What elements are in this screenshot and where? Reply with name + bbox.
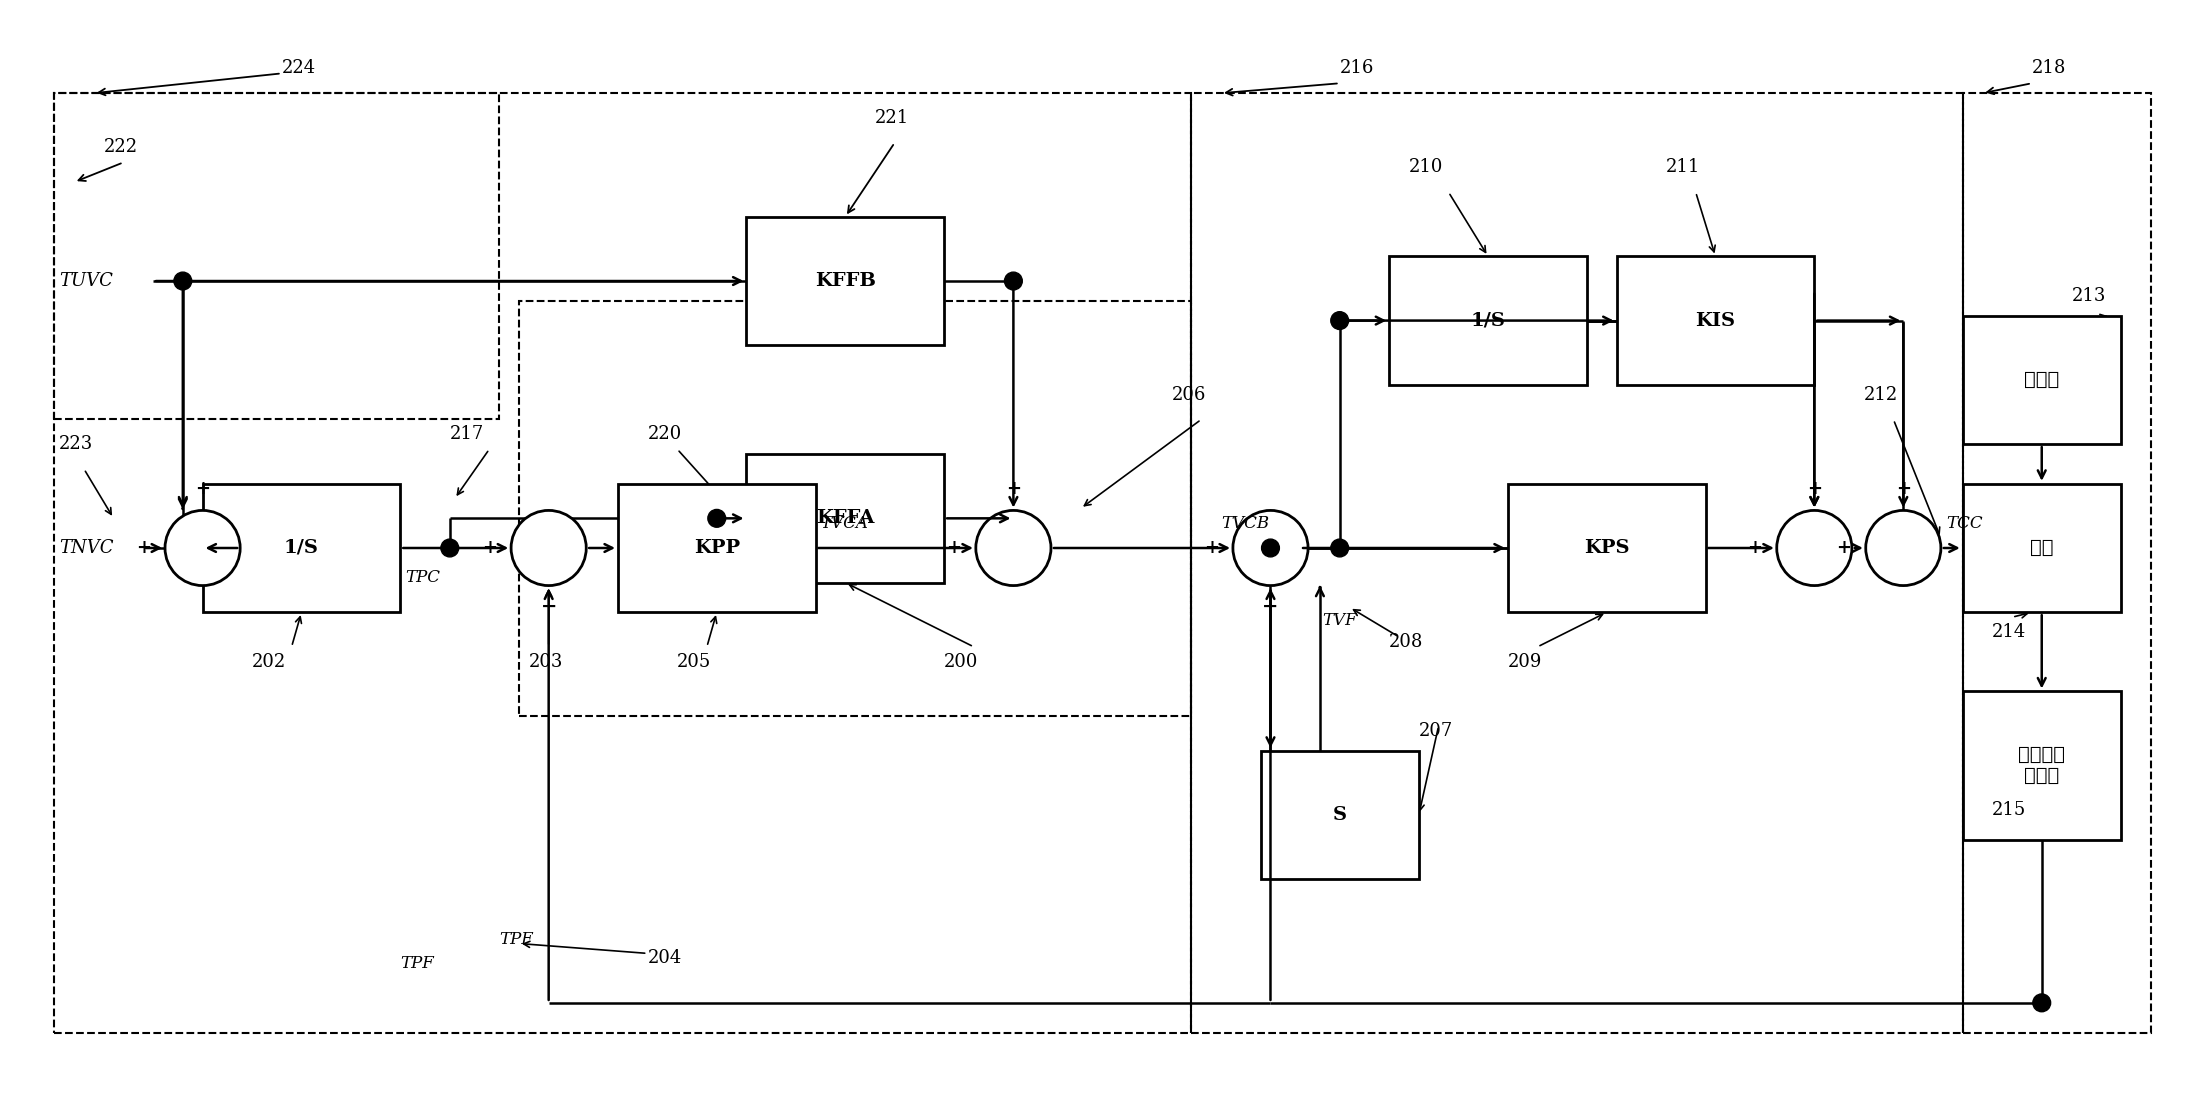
Circle shape (175, 272, 192, 290)
Text: −: − (1263, 598, 1278, 616)
Text: 1/S: 1/S (1471, 311, 1505, 330)
Text: 212: 212 (1864, 386, 1899, 403)
Text: 210: 210 (1409, 158, 1444, 176)
Circle shape (511, 511, 586, 585)
Text: KFFB: KFFB (815, 272, 876, 290)
Text: +: + (946, 539, 961, 557)
Text: −: − (540, 598, 557, 616)
Text: TPF: TPF (400, 955, 435, 972)
Circle shape (977, 511, 1051, 585)
Bar (747, 217, 944, 345)
Text: +: + (1807, 480, 1822, 498)
Text: +: + (1748, 539, 1763, 557)
Text: TUVC: TUVC (59, 272, 114, 290)
Circle shape (441, 539, 459, 557)
Text: TNVC: TNVC (59, 539, 114, 557)
Text: KFFA: KFFA (817, 510, 874, 527)
Bar (203, 483, 400, 613)
Text: 211: 211 (1665, 158, 1700, 176)
Text: +: + (1204, 539, 1219, 557)
Text: TVCA: TVCA (822, 515, 867, 532)
Text: 223: 223 (59, 435, 94, 453)
Circle shape (1331, 311, 1348, 330)
Circle shape (1776, 511, 1853, 585)
Circle shape (1866, 511, 1940, 585)
Bar (1962, 483, 2122, 613)
Bar (55, 93, 498, 420)
Text: 214: 214 (1993, 623, 2025, 641)
Text: 旋转位置
传感器: 旋转位置 传感器 (2019, 746, 2065, 785)
Bar (55, 93, 1191, 1032)
Text: KIS: KIS (1696, 311, 1735, 330)
Text: 221: 221 (874, 109, 909, 127)
Text: TCC: TCC (1947, 515, 1982, 532)
Circle shape (708, 510, 725, 527)
Circle shape (1331, 539, 1348, 557)
Text: 电机: 电机 (2030, 539, 2054, 557)
Text: 202: 202 (251, 652, 286, 671)
Bar (1508, 483, 1706, 613)
Text: +: + (483, 539, 496, 557)
Text: 215: 215 (1993, 801, 2025, 819)
Bar (747, 454, 944, 583)
Text: TPF: TPF (498, 931, 533, 948)
Text: 209: 209 (1508, 652, 1543, 671)
Bar (1962, 93, 2150, 1032)
Text: 200: 200 (944, 652, 979, 671)
Text: 1/S: 1/S (284, 539, 319, 557)
Text: 224: 224 (282, 59, 317, 78)
Circle shape (2032, 994, 2052, 1012)
Text: 213: 213 (2071, 287, 2106, 305)
Text: +: + (194, 480, 210, 498)
Text: TVF: TVF (1322, 612, 1357, 629)
Bar (520, 300, 1191, 716)
Text: 218: 218 (2032, 59, 2067, 78)
Text: TPC: TPC (404, 569, 441, 586)
Text: S: S (1333, 806, 1346, 824)
Bar (1617, 256, 1814, 385)
Text: TVCB: TVCB (1221, 515, 1269, 532)
Text: KPS: KPS (1584, 539, 1630, 557)
Circle shape (166, 511, 240, 585)
Circle shape (1005, 272, 1023, 290)
Text: 205: 205 (677, 652, 712, 671)
Bar (1191, 93, 1962, 1032)
Text: +: + (1005, 480, 1020, 498)
Bar (1261, 751, 1418, 879)
Bar (1962, 316, 2122, 444)
Circle shape (1261, 539, 1280, 557)
Text: 放大器: 放大器 (2023, 370, 2058, 389)
Text: 217: 217 (450, 425, 485, 443)
Text: 207: 207 (1418, 722, 1453, 740)
Text: 220: 220 (647, 425, 682, 443)
Circle shape (1232, 511, 1309, 585)
Text: 206: 206 (1171, 386, 1206, 403)
Text: 216: 216 (1339, 59, 1374, 78)
Bar (1390, 256, 1586, 385)
Text: 204: 204 (647, 949, 682, 968)
Bar (1962, 692, 2122, 840)
Text: 203: 203 (529, 652, 564, 671)
Text: +: + (1897, 480, 1912, 498)
Text: 222: 222 (103, 138, 138, 157)
Text: KPP: KPP (693, 539, 741, 557)
Text: +: + (135, 539, 151, 557)
Bar (618, 483, 815, 613)
Text: 208: 208 (1390, 632, 1422, 651)
Text: +: + (1835, 539, 1851, 557)
